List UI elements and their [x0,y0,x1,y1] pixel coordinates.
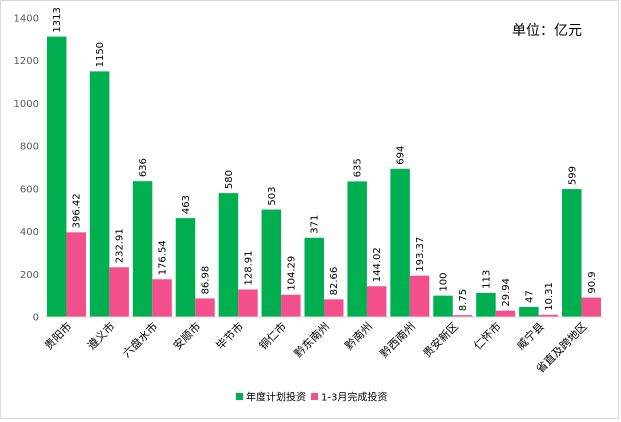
bar-completed [195,298,215,317]
bar-planned [46,36,67,317]
y-tick-label: 1200 [14,56,39,67]
data-label: 463 [181,195,192,214]
bar-completed [366,286,387,317]
data-label: 86.98 [200,266,211,295]
data-label: 82.66 [329,267,340,296]
category-label: 贵阳市 [41,319,74,352]
legend-label: 1-3月完成投资 [321,391,387,404]
data-label: 636 [138,158,149,177]
category-label: 黔东南州 [291,319,332,360]
bar-completed [66,232,86,317]
y-tick-label: 0 [33,313,39,324]
bar-completed [495,310,516,317]
bar-completed [238,289,258,317]
bar-planned [390,168,410,317]
data-label: 599 [567,166,578,185]
x-axis: 贵阳市 遵义市 六盘水市 安顺市 毕节市 铜仁市 黔东南州 黔南州 黔西南州 贵安新区 仁怀市 威宁县… [41,316,603,376]
category-label: 遵义市 [84,319,117,352]
data-label: 193.37 [415,237,426,272]
unit-label: 单位：亿元 [512,23,582,39]
bar-planned [175,218,196,317]
data-label: 635 [353,158,364,177]
legend: 年度计划投资 1-3月完成投资 [236,391,387,404]
data-label: 29.94 [501,278,512,307]
bar-planned [347,181,367,317]
bar-completed [409,275,430,317]
y-tick-label: 800 [20,142,39,153]
legend-label: 年度计划投资 [246,391,306,404]
bar-completed [581,297,602,317]
bar-completed [109,267,129,317]
data-label: 8.75 [458,289,469,311]
bar-planned [261,209,282,317]
legend-swatch [236,393,243,400]
data-label: 371 [310,215,321,234]
data-label: 144.02 [372,247,383,282]
bar-completed [324,299,344,317]
data-label: 104.29 [286,256,297,291]
bar-planned [476,292,496,317]
y-tick-label: 400 [20,227,39,238]
category-label: 黔西南州 [377,319,418,360]
category-label: 仁怀市 [471,319,504,352]
data-label: 47 [524,290,535,303]
category-label: 毕节市 [213,319,246,352]
data-label: 113 [481,270,492,289]
y-tick-label: 600 [20,184,39,195]
bar-completed [152,279,172,317]
data-label: 10.31 [544,282,555,311]
data-label: 90.9 [587,271,598,293]
bar-planned [433,295,453,317]
category-label: 安顺市 [170,319,203,352]
bars: 1313 1150 636 463 580 503 371 635 694 100 113 47 599… [46,7,602,318]
category-label: 贵安新区 [420,319,461,360]
data-label: 232.91 [115,228,126,263]
data-label: 503 [267,186,278,205]
category-label: 六盘水市 [119,319,160,360]
y-tick-label: 1000 [14,99,39,110]
bar-planned [519,306,539,317]
data-label: 580 [224,170,235,189]
category-label: 威宁县 [514,319,547,352]
data-label: 694 [396,146,407,165]
legend-swatch [311,393,318,400]
bar-planned [218,193,239,317]
y-tick-label: 1400 [14,14,39,25]
bar-completed [452,315,473,317]
bar-planned [89,71,110,318]
category-label: 黔南州 [342,319,375,352]
bar-completed [538,314,559,317]
bar-planned [304,237,324,317]
bar-planned [132,181,153,317]
y-axis: 0 200 400 600 800 1000 1200 1400 [14,14,39,324]
category-label: 铜仁市 [256,319,289,352]
data-label: 396.42 [72,193,83,228]
bar-completed [281,294,301,317]
y-tick-label: 200 [20,270,39,281]
data-label: 100 [439,273,450,292]
bar-planned [562,189,582,317]
data-label: 1150 [95,42,106,67]
data-label: 1313 [52,7,63,32]
data-label: 176.54 [158,240,169,275]
data-label: 128.91 [243,250,254,285]
